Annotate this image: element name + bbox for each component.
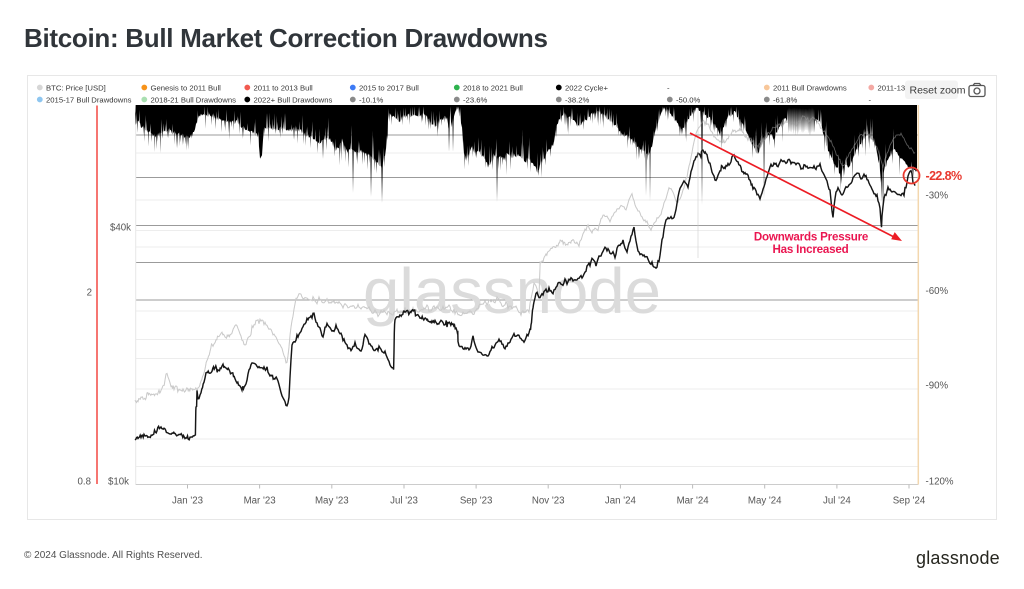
svg-text:-23.6%: -23.6% xyxy=(463,96,488,105)
svg-text:Nov '23: Nov '23 xyxy=(532,496,565,507)
svg-text:Reset zoom: Reset zoom xyxy=(910,84,966,96)
svg-text:Genesis to 2011 Bull: Genesis to 2011 Bull xyxy=(151,84,222,93)
svg-text:-: - xyxy=(869,96,872,105)
svg-text:Mar '24: Mar '24 xyxy=(677,496,710,507)
svg-text:-50.0%: -50.0% xyxy=(676,96,701,105)
svg-text:2015 to 2017 Bull: 2015 to 2017 Bull xyxy=(359,84,419,93)
svg-text:Jul '23: Jul '23 xyxy=(390,496,418,507)
svg-text:2018 to 2021 Bull: 2018 to 2021 Bull xyxy=(463,84,523,93)
svg-text:$10k: $10k xyxy=(108,477,129,488)
svg-text:-30%: -30% xyxy=(926,191,949,202)
svg-text:2022 Cycle+: 2022 Cycle+ xyxy=(565,84,608,93)
svg-text:$40k: $40k xyxy=(110,223,131,234)
svg-text:2011 Bull Drawdowns: 2011 Bull Drawdowns xyxy=(773,84,847,93)
svg-text:2011-13 B: 2011-13 B xyxy=(878,84,913,93)
svg-text:Jan '23: Jan '23 xyxy=(172,496,203,507)
svg-text:-38.2%: -38.2% xyxy=(565,96,590,105)
svg-text:0.8: 0.8 xyxy=(78,477,91,488)
svg-text:-61.8%: -61.8% xyxy=(773,96,798,105)
svg-text:Sep '24: Sep '24 xyxy=(893,496,926,507)
svg-text:Mar '23: Mar '23 xyxy=(244,496,276,507)
svg-text:BTC: Price [USD]: BTC: Price [USD] xyxy=(46,84,106,93)
svg-text:2018-21 Bull Drawdowns: 2018-21 Bull Drawdowns xyxy=(151,96,237,105)
svg-text:Jul '24: Jul '24 xyxy=(823,496,851,507)
svg-text:May '23: May '23 xyxy=(315,496,349,507)
svg-text:-10.1%: -10.1% xyxy=(359,96,384,105)
svg-text:-60%: -60% xyxy=(926,286,949,297)
svg-text:-120%: -120% xyxy=(926,476,954,487)
svg-text:May '24: May '24 xyxy=(748,496,782,507)
svg-text:2011 to 2013 Bull: 2011 to 2013 Bull xyxy=(254,84,314,93)
svg-text:Has Increased: Has Increased xyxy=(772,243,848,256)
svg-text:Sep '23: Sep '23 xyxy=(460,496,493,507)
svg-text:-22.8%: -22.8% xyxy=(926,169,962,183)
svg-text:2015-17 Bull Drawdowns: 2015-17 Bull Drawdowns xyxy=(46,96,132,105)
svg-text:2: 2 xyxy=(87,288,92,299)
svg-text:-: - xyxy=(667,84,670,93)
svg-text:Downwards Pressure: Downwards Pressure xyxy=(754,231,869,244)
svg-text:Jan '24: Jan '24 xyxy=(605,496,637,507)
svg-text:glassnode: glassnode xyxy=(363,255,661,327)
svg-text:-90%: -90% xyxy=(926,381,949,392)
svg-text:2022+ Bull Drawdowns: 2022+ Bull Drawdowns xyxy=(254,96,333,105)
